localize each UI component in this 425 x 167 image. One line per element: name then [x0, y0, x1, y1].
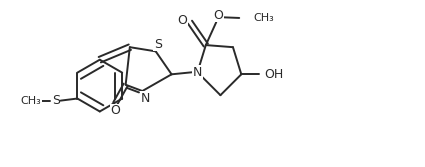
Text: OH: OH — [264, 68, 283, 81]
Text: CH₃: CH₃ — [254, 13, 275, 23]
Text: N: N — [193, 66, 202, 79]
Text: O: O — [213, 9, 223, 22]
Text: CH₃: CH₃ — [20, 96, 41, 106]
Text: O: O — [178, 14, 187, 27]
Text: S: S — [154, 38, 162, 51]
Text: O: O — [110, 104, 120, 117]
Text: S: S — [52, 94, 60, 107]
Text: N: N — [141, 92, 150, 105]
